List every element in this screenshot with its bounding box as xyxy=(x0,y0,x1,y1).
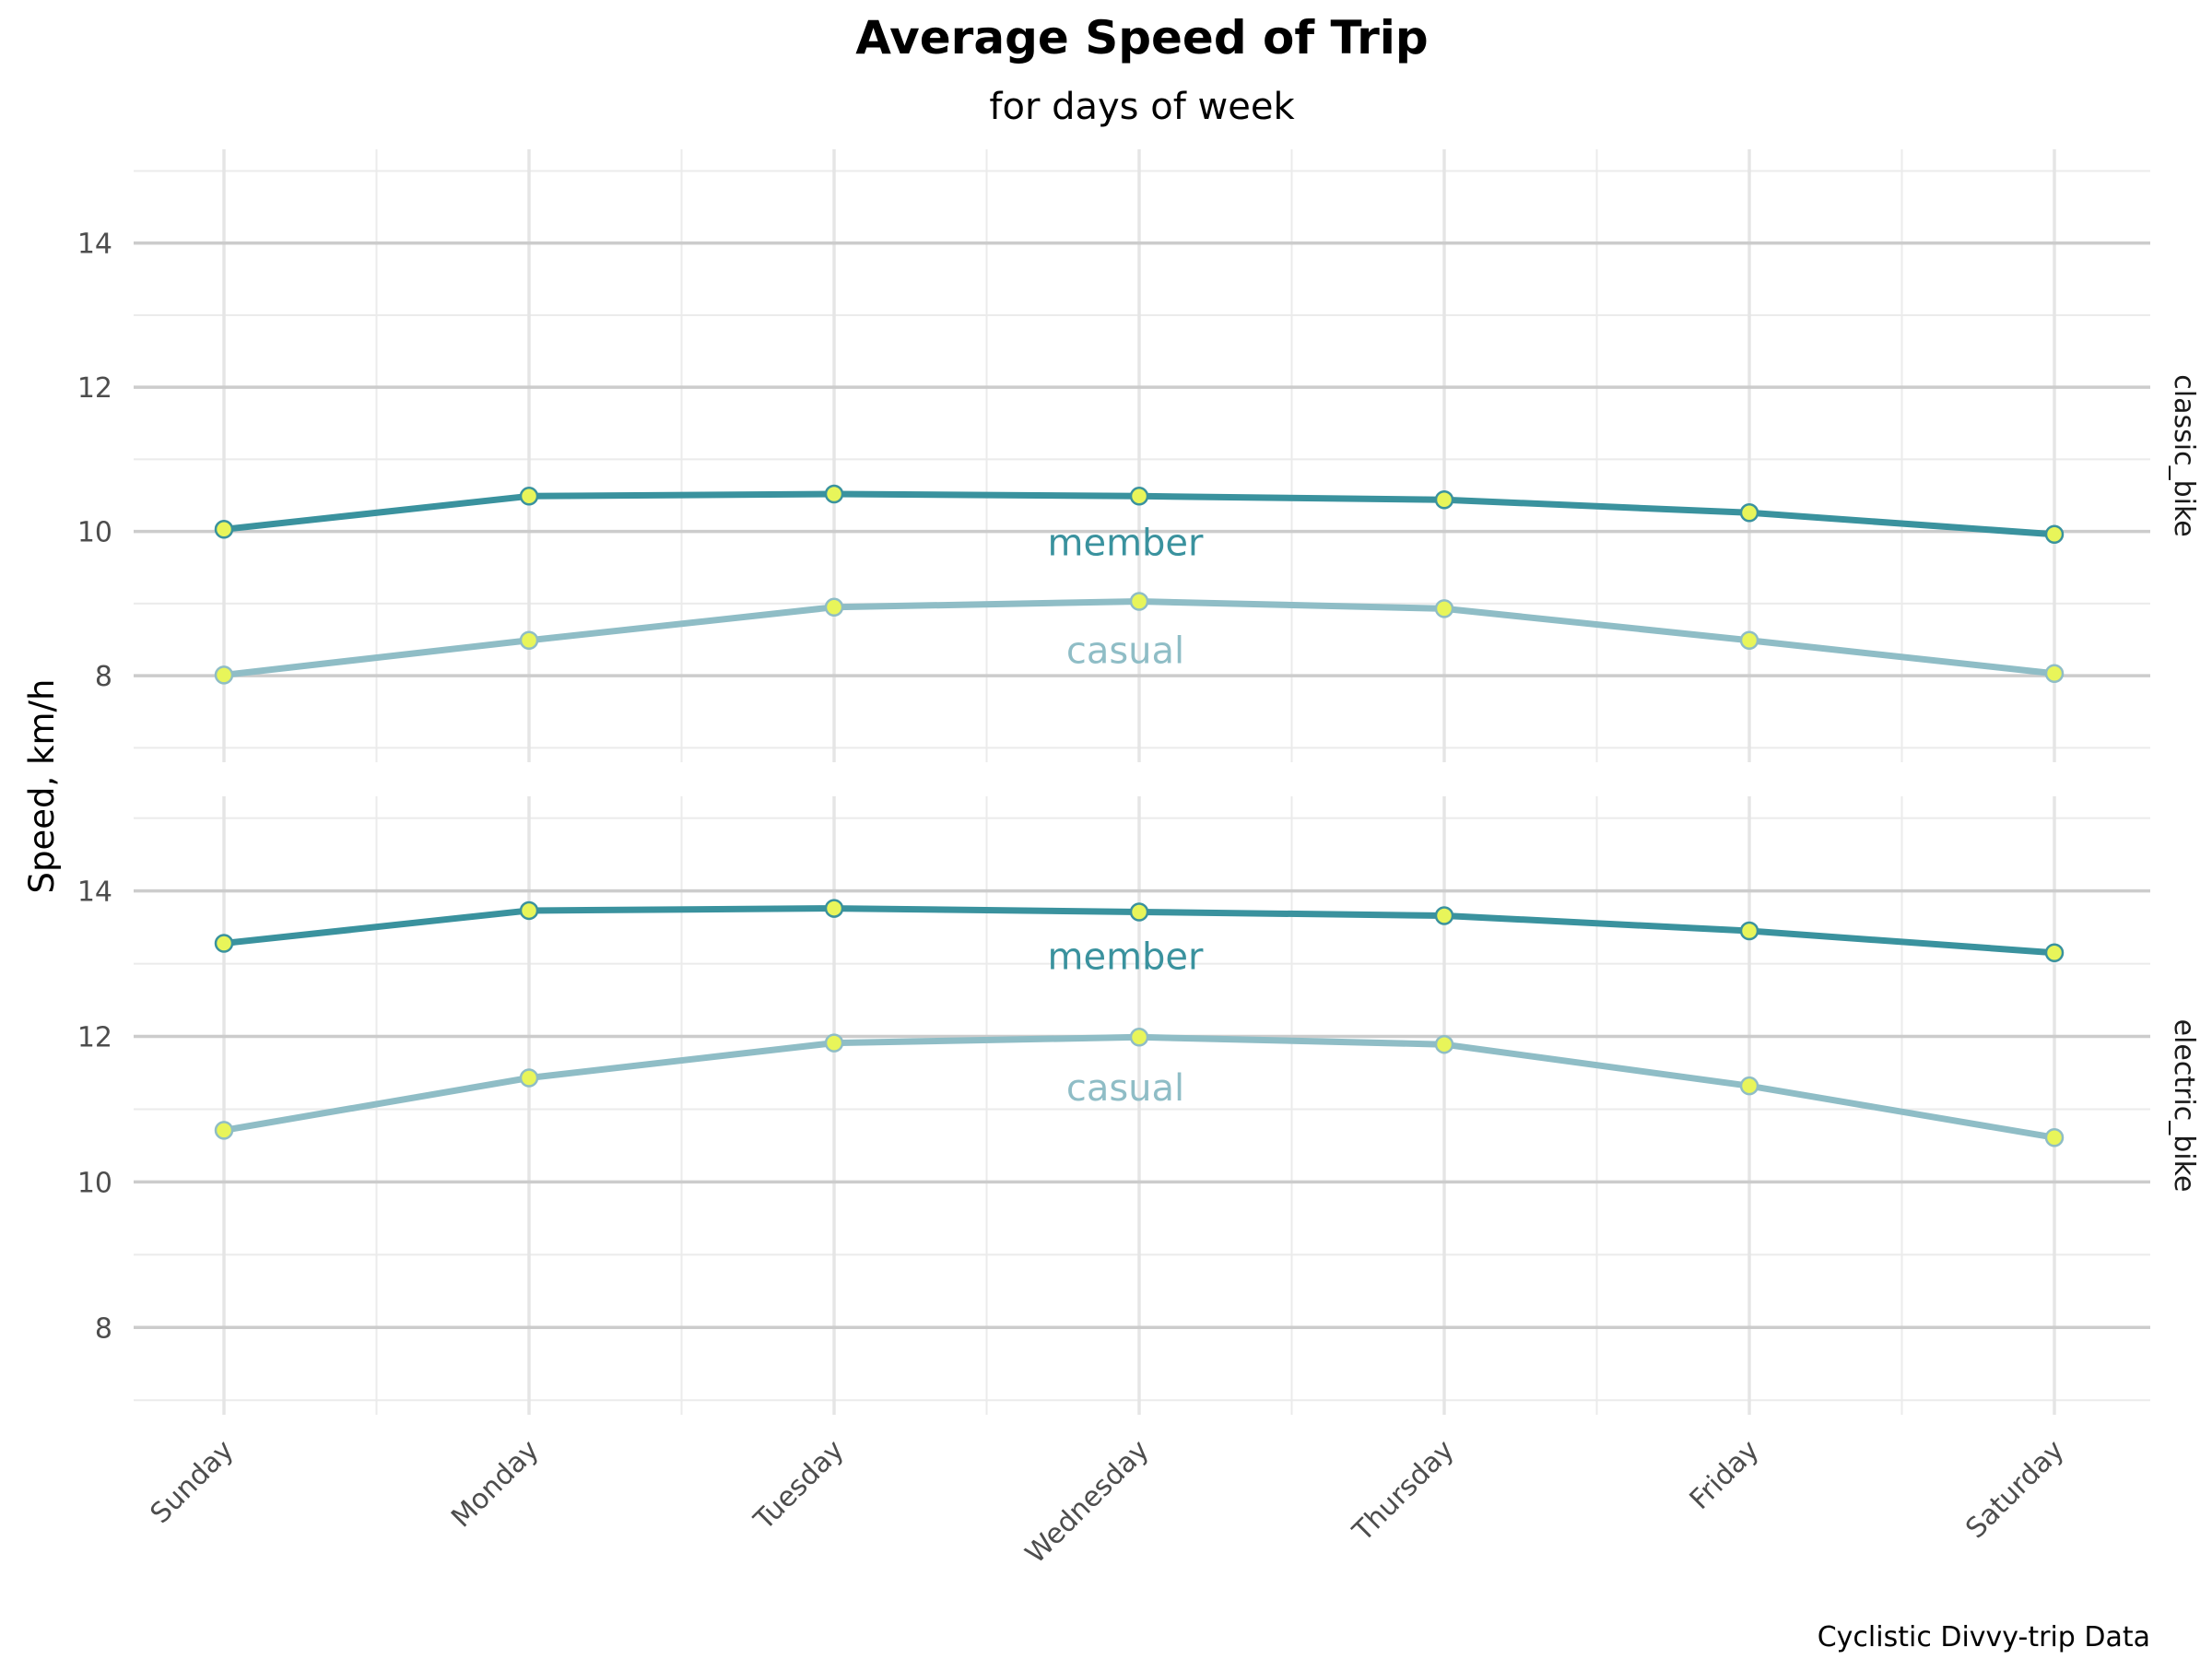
data-point-casual xyxy=(1434,1034,1454,1054)
data-point-casual xyxy=(519,1068,539,1088)
x-tick-label: Saturday xyxy=(1959,1434,2070,1545)
data-point-member xyxy=(519,487,539,506)
y-tick-label: 10 xyxy=(77,1167,112,1199)
data-point-member xyxy=(1434,906,1454,925)
y-tick-label: 14 xyxy=(77,877,112,909)
data-point-member xyxy=(519,900,539,921)
data-point-casual xyxy=(824,597,844,618)
facet-label-electric_bike: electric_bike xyxy=(2168,1019,2200,1193)
data-point-member xyxy=(1434,489,1454,510)
data-point-casual xyxy=(214,1121,234,1140)
series-label-casual: casual xyxy=(1066,630,1184,673)
chart-subtitle: for days of week xyxy=(989,86,1295,128)
x-tick-label: Friday xyxy=(1684,1434,1766,1516)
data-point-member xyxy=(2044,524,2065,545)
data-point-member xyxy=(214,934,234,953)
panels-layer: 8 10 12 14 member casual classic_bike 8 10 12 14 me… xyxy=(77,149,2200,1415)
data-point-casual xyxy=(214,665,234,685)
data-point-casual xyxy=(1129,592,1149,611)
x-tick-label: Sunday xyxy=(145,1434,241,1530)
data-point-member xyxy=(824,899,844,918)
chart-caption: Cyclistic Divvy-trip Data xyxy=(1818,1621,2150,1653)
data-point-casual xyxy=(2044,1127,2065,1147)
data-point-member xyxy=(2044,943,2065,962)
x-tick-label: Thursday xyxy=(1347,1434,1461,1548)
x-tick-label: Wednesday xyxy=(1019,1434,1156,1571)
data-point-casual xyxy=(1129,1028,1149,1047)
y-tick-label: 14 xyxy=(77,229,112,261)
panel-classic_bike: 8 10 12 14 member casual classic_bike xyxy=(77,149,2200,762)
chart-title: Average Speed of Trip xyxy=(855,11,1428,65)
y-tick-label: 8 xyxy=(95,1312,112,1345)
data-point-casual xyxy=(1434,599,1454,618)
y-tick-label: 12 xyxy=(77,1022,112,1054)
x-axis-ticks: Sunday Monday Tuesday Wednesday Thursday Frid… xyxy=(145,1434,2071,1571)
data-point-member xyxy=(214,520,234,539)
data-point-casual xyxy=(1739,1076,1759,1096)
y-tick-label: 10 xyxy=(77,517,112,549)
y-axis-label: Speed, km/h xyxy=(22,679,62,894)
x-tick-label: Monday xyxy=(445,1434,545,1534)
data-point-casual xyxy=(2044,664,2065,684)
data-point-member xyxy=(1129,487,1149,506)
data-point-member xyxy=(1129,902,1149,922)
data-point-member xyxy=(824,484,844,504)
facet-label-classic_bike: classic_bike xyxy=(2168,374,2200,536)
data-point-casual xyxy=(519,630,539,651)
data-point-member xyxy=(1739,503,1759,523)
series-label-member: member xyxy=(1048,522,1205,564)
data-point-member xyxy=(1739,921,1759,941)
data-point-casual xyxy=(824,1033,844,1053)
panel-electric_bike: 8 10 12 14 member casual electric_bike xyxy=(77,796,2200,1415)
series-label-member: member xyxy=(1048,936,1205,979)
data-point-casual xyxy=(1739,630,1759,651)
x-tick-label: Tuesday xyxy=(747,1434,851,1537)
series-label-casual: casual xyxy=(1066,1067,1184,1110)
y-tick-label: 8 xyxy=(95,661,112,693)
y-tick-label: 12 xyxy=(77,372,112,405)
